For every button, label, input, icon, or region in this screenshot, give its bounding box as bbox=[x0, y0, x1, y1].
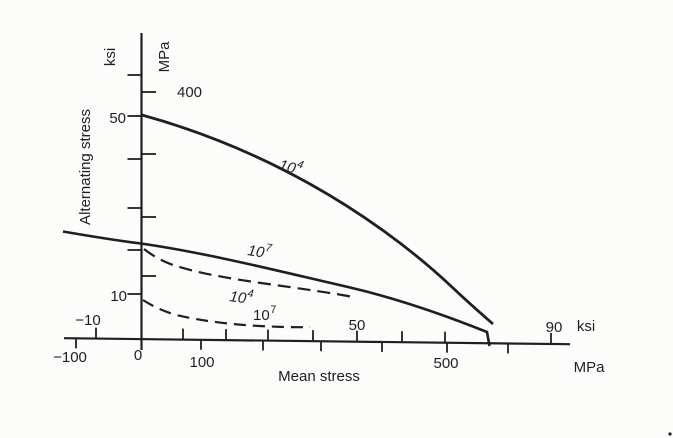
y-label-400-mpa: 400 bbox=[177, 84, 202, 101]
x-label-50-ksi: 50 bbox=[349, 317, 366, 334]
x-axis-title: Mean stress bbox=[278, 368, 360, 385]
curve-solid-10e4 bbox=[141, 113, 494, 326]
curve-dashed-10e4 bbox=[143, 248, 357, 299]
curve-label-solid-10e4: 104 bbox=[277, 154, 305, 180]
x-label-0-mpa: 0 bbox=[134, 347, 142, 364]
x-label-neg10-ksi: −10 bbox=[75, 312, 100, 329]
y-label-50-ksi: 50 bbox=[109, 110, 126, 127]
x-label-90-ksi: 90 bbox=[546, 319, 563, 336]
axes-layer bbox=[63, 33, 571, 354]
curve-label-dashed-10e4: 104 bbox=[228, 285, 254, 308]
y-unit-mpa-label: MPa bbox=[156, 41, 173, 73]
x-label-100-mpa: 100 bbox=[189, 354, 214, 371]
x-label-neg100-mpa: −100 bbox=[53, 349, 87, 366]
y-label-10-ksi: 10 bbox=[110, 288, 127, 305]
labels-layer: 400 50 10 −10 50 90 ksi −100 0 100 500 MPa bbox=[53, 84, 605, 376]
y-axis-title: Alternating stress bbox=[77, 109, 94, 225]
x-label-500-mpa: 500 bbox=[433, 355, 458, 372]
y-unit-ksi-label: ksi bbox=[102, 48, 119, 66]
curve-label-dashed-10e7: 107 bbox=[253, 304, 276, 324]
x-unit-mpa-label: MPa bbox=[574, 359, 606, 376]
x-axis-line bbox=[63, 337, 571, 346]
x-unit-ksi-label: ksi bbox=[577, 318, 595, 335]
curve-solid-10e7 bbox=[62, 230, 491, 347]
curve-dashed-10e7 bbox=[142, 299, 311, 329]
curve-label-solid-10e7: 107 bbox=[246, 239, 273, 263]
artifact-dot bbox=[668, 432, 672, 436]
curves-layer bbox=[62, 113, 672, 436]
